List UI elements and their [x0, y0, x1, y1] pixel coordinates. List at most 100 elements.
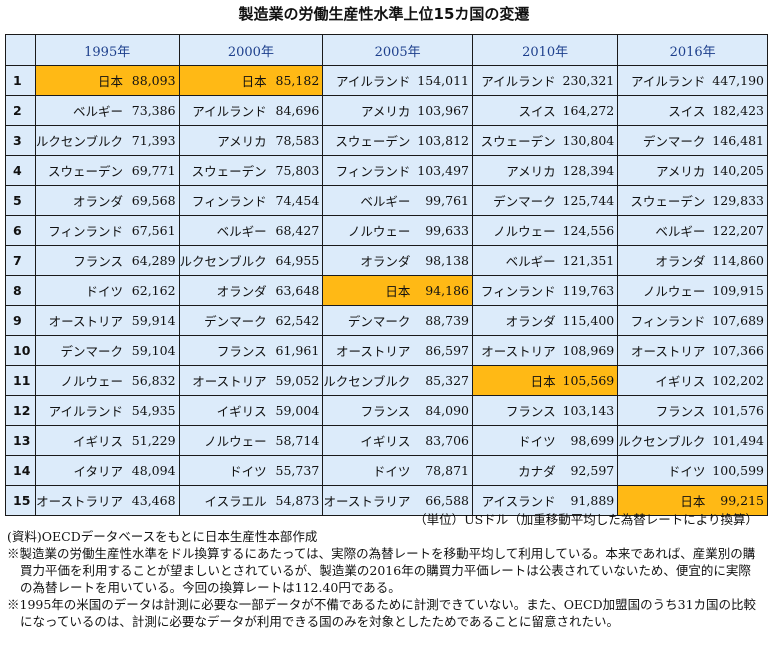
year-header: 2010年 [471, 34, 619, 66]
value-cell: 107,366 [708, 335, 768, 366]
country-cell: オーストリア [471, 335, 559, 366]
country-cell: アメリカ [471, 155, 559, 186]
country-cell: アイルランド [34, 395, 126, 426]
value-cell: 88,093 [125, 65, 180, 96]
country-cell: ベルギー [471, 245, 559, 276]
country-cell: フランス [178, 335, 270, 366]
country-cell: ドイツ [34, 275, 126, 306]
country-cell: デンマーク [178, 305, 270, 336]
value-cell: 74,454 [269, 185, 324, 216]
country-cell: フィンランド [471, 275, 559, 306]
header-row: 1995年 2000年 2005年 2010年 2016年 [5, 34, 768, 66]
table-row: 11 ノルウェー 56,832 オーストリア 59,052 ルクセンブルク 85,327 日本… [5, 365, 768, 396]
source-note: (資料)OECDデータベースをもとに日本生産性本部作成 [7, 529, 318, 544]
value-cell: 122,207 [708, 215, 768, 246]
value-cell: 54,873 [269, 485, 324, 516]
country-cell: ドイツ [178, 455, 270, 486]
country-cell: ベルギー [34, 95, 126, 126]
value-cell: 59,004 [269, 395, 324, 426]
country-cell: スウェーデン [34, 155, 126, 186]
value-cell: 103,812 [413, 125, 473, 156]
page-title: 製造業の労働生産性水準上位15カ国の変遷 [238, 5, 530, 23]
value-cell: 129,833 [708, 185, 768, 216]
country-cell: フランス [617, 395, 709, 426]
country-cell: ベルギー [322, 185, 414, 216]
country-cell: フィンランド [617, 305, 709, 336]
country-cell: アイルランド [178, 95, 270, 126]
country-cell: フランス [322, 395, 414, 426]
value-cell: 100,599 [708, 455, 768, 486]
country-cell: デンマーク [322, 305, 414, 336]
country-cell: ノルウェー [471, 215, 559, 246]
country-cell: オランダ [178, 275, 270, 306]
country-cell: オランダ [471, 305, 559, 336]
value-cell: 101,576 [708, 395, 768, 426]
country-cell: ノルウェー [322, 215, 414, 246]
value-cell: 103,967 [413, 95, 473, 126]
table-row: 9 オーストリア 59,914 デンマーク 62,542 デンマーク 88,739 オランダ 1… [5, 305, 768, 336]
value-cell: 128,394 [558, 155, 619, 186]
rank-number: 3 [5, 125, 36, 156]
year-header: 2000年 [178, 34, 324, 66]
value-cell: 124,556 [558, 215, 619, 246]
value-cell: 64,955 [269, 245, 324, 276]
value-cell: 58,714 [269, 425, 324, 456]
value-cell: 94,186 [413, 275, 473, 306]
value-cell: 109,915 [708, 275, 768, 306]
value-cell: 85,182 [269, 65, 324, 96]
country-cell: アメリカ [617, 155, 709, 186]
table-row: 8 ドイツ 62,162 オランダ 63,648 日本 94,186 フィンランド 119,76… [5, 275, 768, 306]
year-header: 1995年 [34, 34, 180, 66]
rank-number: 10 [5, 335, 36, 366]
table-row: 4 スウェーデン 69,771 スウェーデン 75,803 フィンランド 103,497 アメ… [5, 155, 768, 186]
table-row: 10 デンマーク 59,104 フランス 61,961 オーストリア 86,597 オーストリ… [5, 335, 768, 366]
exchange-note: ※製造業の労働生産性水準をドル換算するにあたっては、実際の為替レートを移動平均し… [7, 546, 756, 595]
value-cell: 164,272 [558, 95, 619, 126]
year-header: 2005年 [322, 34, 473, 66]
table-row: 6 フィンランド 67,561 ベルギー 68,427 ノルウェー 99,633 ノルウェー 1… [5, 215, 768, 246]
value-cell: 66,588 [413, 485, 473, 516]
data-note: ※1995年の米国のデータは計測に必要な一部データが不備であるために計測できてい… [7, 597, 757, 629]
value-cell: 62,162 [125, 275, 180, 306]
country-cell: オーストリア [322, 335, 414, 366]
country-cell: スウェーデン [322, 125, 414, 156]
country-cell: イスラエル [178, 485, 270, 516]
rank-number: 13 [5, 425, 36, 456]
country-cell: アイルランド [471, 65, 559, 96]
value-cell: 63,648 [269, 275, 324, 306]
value-cell: 51,229 [125, 425, 180, 456]
value-cell: 61,961 [269, 335, 324, 366]
ranking-body: 1 日本 88,093 日本 85,182 アイルランド 154,011 アイルランド 230,… [5, 65, 768, 516]
value-cell: 99,633 [413, 215, 473, 246]
rank-number: 4 [5, 155, 36, 186]
ranking-table: 1995年 2000年 2005年 2010年 2016年 1 日本 88,093 日… [5, 34, 768, 516]
country-cell: イタリア [34, 455, 126, 486]
country-cell: デンマーク [471, 185, 559, 216]
table-row: 2 ベルギー 73,386 アイルランド 84,696 アメリカ 103,967 スイス 164… [5, 95, 768, 126]
value-cell: 78,583 [269, 125, 324, 156]
value-cell: 115,400 [558, 305, 619, 336]
table-row: 7 フランス 64,289 ルクセンブルク 64,955 オランダ 98,138 ベルギー 12… [5, 245, 768, 276]
country-cell: 日本 [178, 65, 270, 96]
notes: （単位）USドル（加重移動平均した為替レートにより換算） (資料)OECDデータ… [7, 511, 763, 630]
value-cell: 67,561 [125, 215, 180, 246]
value-cell: 86,597 [413, 335, 473, 366]
country-cell: フランス [34, 245, 126, 276]
country-cell: アメリカ [322, 95, 414, 126]
value-cell: 59,914 [125, 305, 180, 336]
value-cell: 121,351 [558, 245, 619, 276]
value-cell: 103,143 [558, 395, 619, 426]
country-cell: スウェーデン [617, 185, 709, 216]
country-cell: イギリス [617, 365, 709, 396]
country-cell: フィンランド [178, 185, 270, 216]
value-cell: 130,804 [558, 125, 619, 156]
value-cell: 103,497 [413, 155, 473, 186]
country-cell: ノルウェー [178, 425, 270, 456]
value-cell: 62,542 [269, 305, 324, 336]
value-cell: 48,094 [125, 455, 180, 486]
country-cell: スウェーデン [471, 125, 559, 156]
value-cell: 59,052 [269, 365, 324, 396]
country-cell: ベルギー [617, 215, 709, 246]
country-cell: デンマーク [34, 335, 126, 366]
rank-number: 1 [5, 65, 36, 96]
